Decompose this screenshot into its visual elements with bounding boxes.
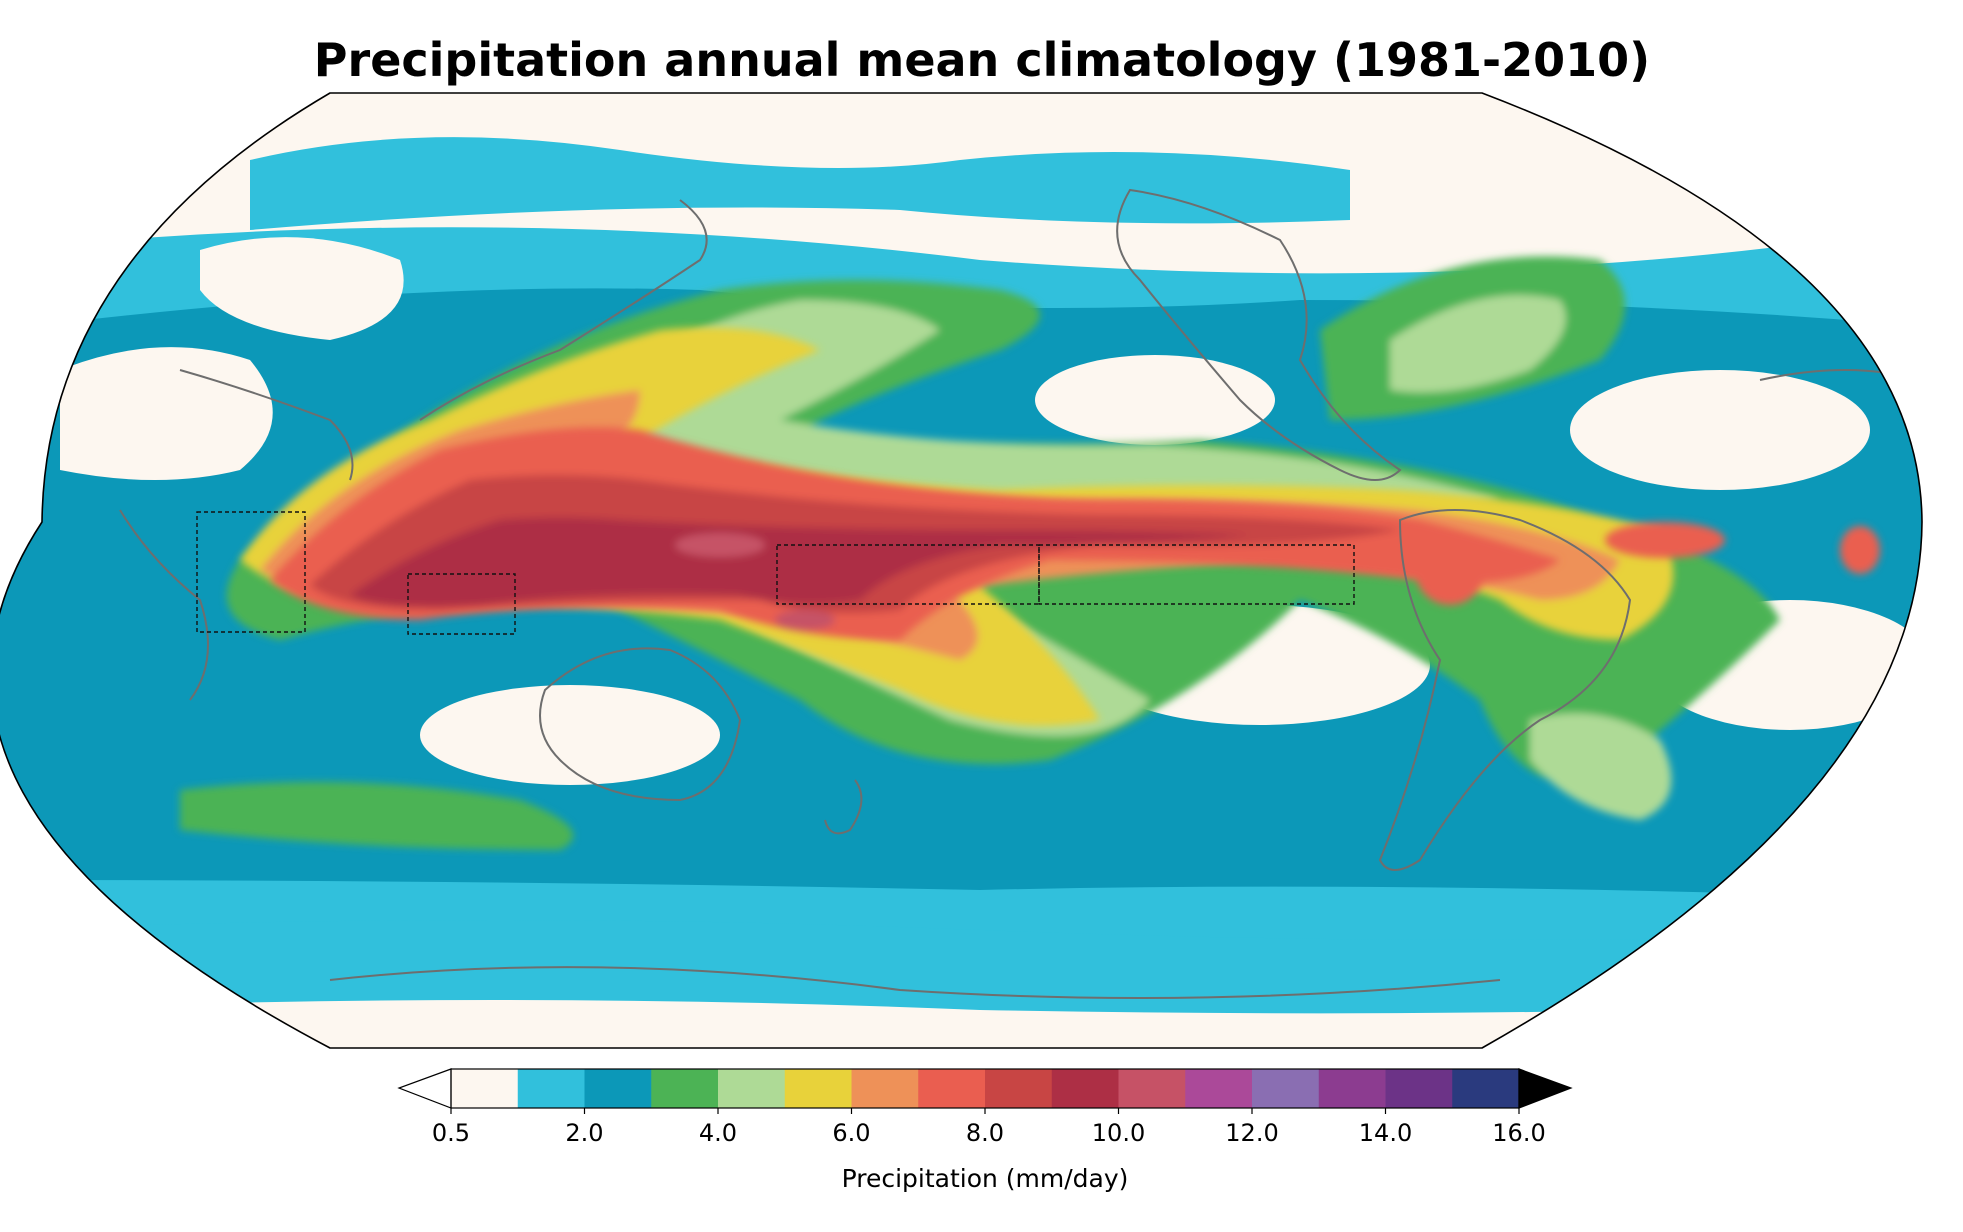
- dry-arabia: [60, 347, 273, 480]
- colorbar-swatch: [718, 1069, 786, 1108]
- colorbar-extend-low: [397, 1068, 452, 1109]
- colorbar-tick-label: 10.0: [1092, 1119, 1145, 1147]
- colorbar-extend-high: [1518, 1068, 1573, 1109]
- globe-outline: [0, 92, 1923, 1049]
- colorbar-swatch: [1185, 1069, 1253, 1108]
- colorbar-swatch: [1051, 1069, 1120, 1108]
- mid-s-indian: [180, 782, 574, 850]
- box-nino3: [1038, 544, 1355, 605]
- colorbar-swatch: [918, 1069, 986, 1108]
- core-s-america: [1415, 535, 1485, 605]
- colorbar-swatch: [985, 1069, 1053, 1108]
- region-boxes: [196, 511, 1355, 635]
- dry-australia: [420, 685, 720, 785]
- colorbar-swatch: [1452, 1069, 1520, 1108]
- colorbar-swatch: [1118, 1069, 1186, 1108]
- band-4: [0, 1000, 1923, 1048]
- colorbar-tick-label: 4.0: [699, 1119, 737, 1147]
- dry-sahara: [1570, 370, 1870, 490]
- colorbar-swatch: [517, 1069, 586, 1108]
- colorbar-tick-label: 8.0: [966, 1119, 1004, 1147]
- colorbar-swatch: [1252, 1069, 1320, 1108]
- dry-central-asia: [200, 237, 404, 340]
- colorbar-tick-label: 12.0: [1225, 1119, 1278, 1147]
- core-peak-1: [675, 533, 765, 557]
- figure-title: Precipitation annual mean climatology (1…: [314, 33, 1650, 87]
- coast-new-zealand: [824, 779, 863, 835]
- colorbar-label: Precipitation (mm/day): [842, 1164, 1129, 1193]
- colorbar-swatch: [851, 1069, 919, 1108]
- box-west-indian: [196, 511, 306, 633]
- box-nino4: [776, 544, 1040, 605]
- colorbar-swatch: [651, 1069, 719, 1108]
- coast-antarctica: [329, 966, 1501, 999]
- mid-lightgreen-atlantic: [1390, 295, 1566, 393]
- colorbar-tick-label: 16.0: [1492, 1119, 1545, 1147]
- coast-asia: [179, 199, 708, 481]
- map-panel: [0, 92, 1923, 1049]
- dry-n-pacific: [1035, 355, 1275, 445]
- colorbar-swatch: [1385, 1069, 1453, 1108]
- band-6: [250, 137, 1350, 230]
- coast-s-america: [1378, 509, 1632, 871]
- band-5: [0, 93, 1923, 200]
- coast-australia: [539, 647, 742, 802]
- mid-lightgreen-brazil: [1530, 713, 1672, 820]
- colorbar-swatches: [451, 1069, 1520, 1108]
- coast-n-america: [1116, 188, 1402, 481]
- colorbar-ticks: 0.5 2.0 4.0 6.0 8.0 10.0 12.0 14.0 16.0: [432, 1108, 1546, 1147]
- field-core-bands: [270, 427, 1880, 640]
- colorbar-tick-label: 6.0: [832, 1119, 870, 1147]
- core-red-3: [350, 517, 1250, 607]
- colorbar-tick-label: 0.5: [432, 1119, 470, 1147]
- colorbar-tick-label: 2.0: [565, 1119, 603, 1147]
- core-peak-2: [775, 610, 835, 630]
- core-atlantic: [1605, 522, 1725, 558]
- precipitation-field: [0, 93, 1923, 1048]
- colorbar-swatch: [1318, 1069, 1387, 1108]
- colorbar: 0.5 2.0 4.0 6.0 8.0 10.0 12.0 14.0 16.0 Precipit…: [397, 1068, 1573, 1193]
- core-africa: [1840, 526, 1880, 574]
- box-east-indian: [407, 573, 516, 635]
- colorbar-swatch: [451, 1069, 519, 1108]
- colorbar-swatch: [584, 1069, 652, 1108]
- colorbar-tick-label: 14.0: [1359, 1119, 1412, 1147]
- colorbar-swatch: [784, 1069, 853, 1108]
